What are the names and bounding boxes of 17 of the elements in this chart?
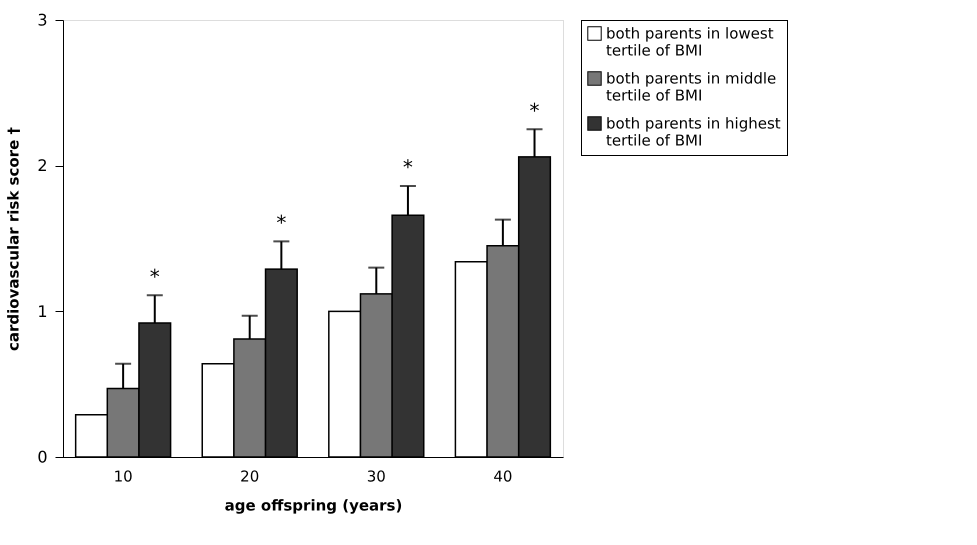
annotation: * <box>150 264 160 288</box>
x-axis-title: age offspring (years) <box>224 496 402 514</box>
annotation: * <box>276 210 286 234</box>
y-tick-label: 2 <box>37 156 48 176</box>
annotation: * <box>530 98 540 122</box>
annotation: * <box>402 155 413 180</box>
x-tick-label: 10 <box>114 468 133 486</box>
x-tick-label: 40 <box>493 468 512 486</box>
x-tick-label: 30 <box>366 468 386 486</box>
y-tick-label: 1 <box>37 302 48 321</box>
legend-label: both parents in lowest tertile of BMI <box>606 24 774 60</box>
legend-label: both parents in highest tertile of BMI <box>606 114 781 150</box>
x-tick-label: 20 <box>240 468 260 486</box>
legend-label: both parents in middle tertile of BMI <box>606 70 776 104</box>
y-tick-label: 3 <box>37 10 48 30</box>
y-axis-title: cardiovascular risk score † <box>4 126 22 351</box>
y-tick-label: 0 <box>37 448 48 466</box>
